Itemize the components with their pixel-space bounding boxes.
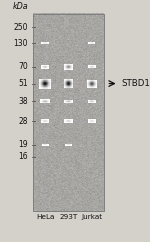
Text: 130: 130: [14, 39, 28, 48]
Text: 16: 16: [18, 152, 28, 161]
Text: kDa: kDa: [12, 2, 28, 11]
Text: 250: 250: [14, 23, 28, 32]
Text: 38: 38: [18, 97, 28, 106]
Text: 19: 19: [18, 140, 28, 149]
Text: STBD1: STBD1: [121, 79, 150, 88]
Bar: [33, 14, 104, 211]
Text: 51: 51: [18, 79, 28, 88]
Text: 28: 28: [19, 117, 28, 126]
FancyBboxPatch shape: [33, 14, 104, 211]
Text: HeLa: HeLa: [36, 214, 54, 220]
Text: Jurkat: Jurkat: [81, 214, 102, 220]
Text: 293T: 293T: [59, 214, 78, 220]
Text: 70: 70: [18, 62, 28, 71]
